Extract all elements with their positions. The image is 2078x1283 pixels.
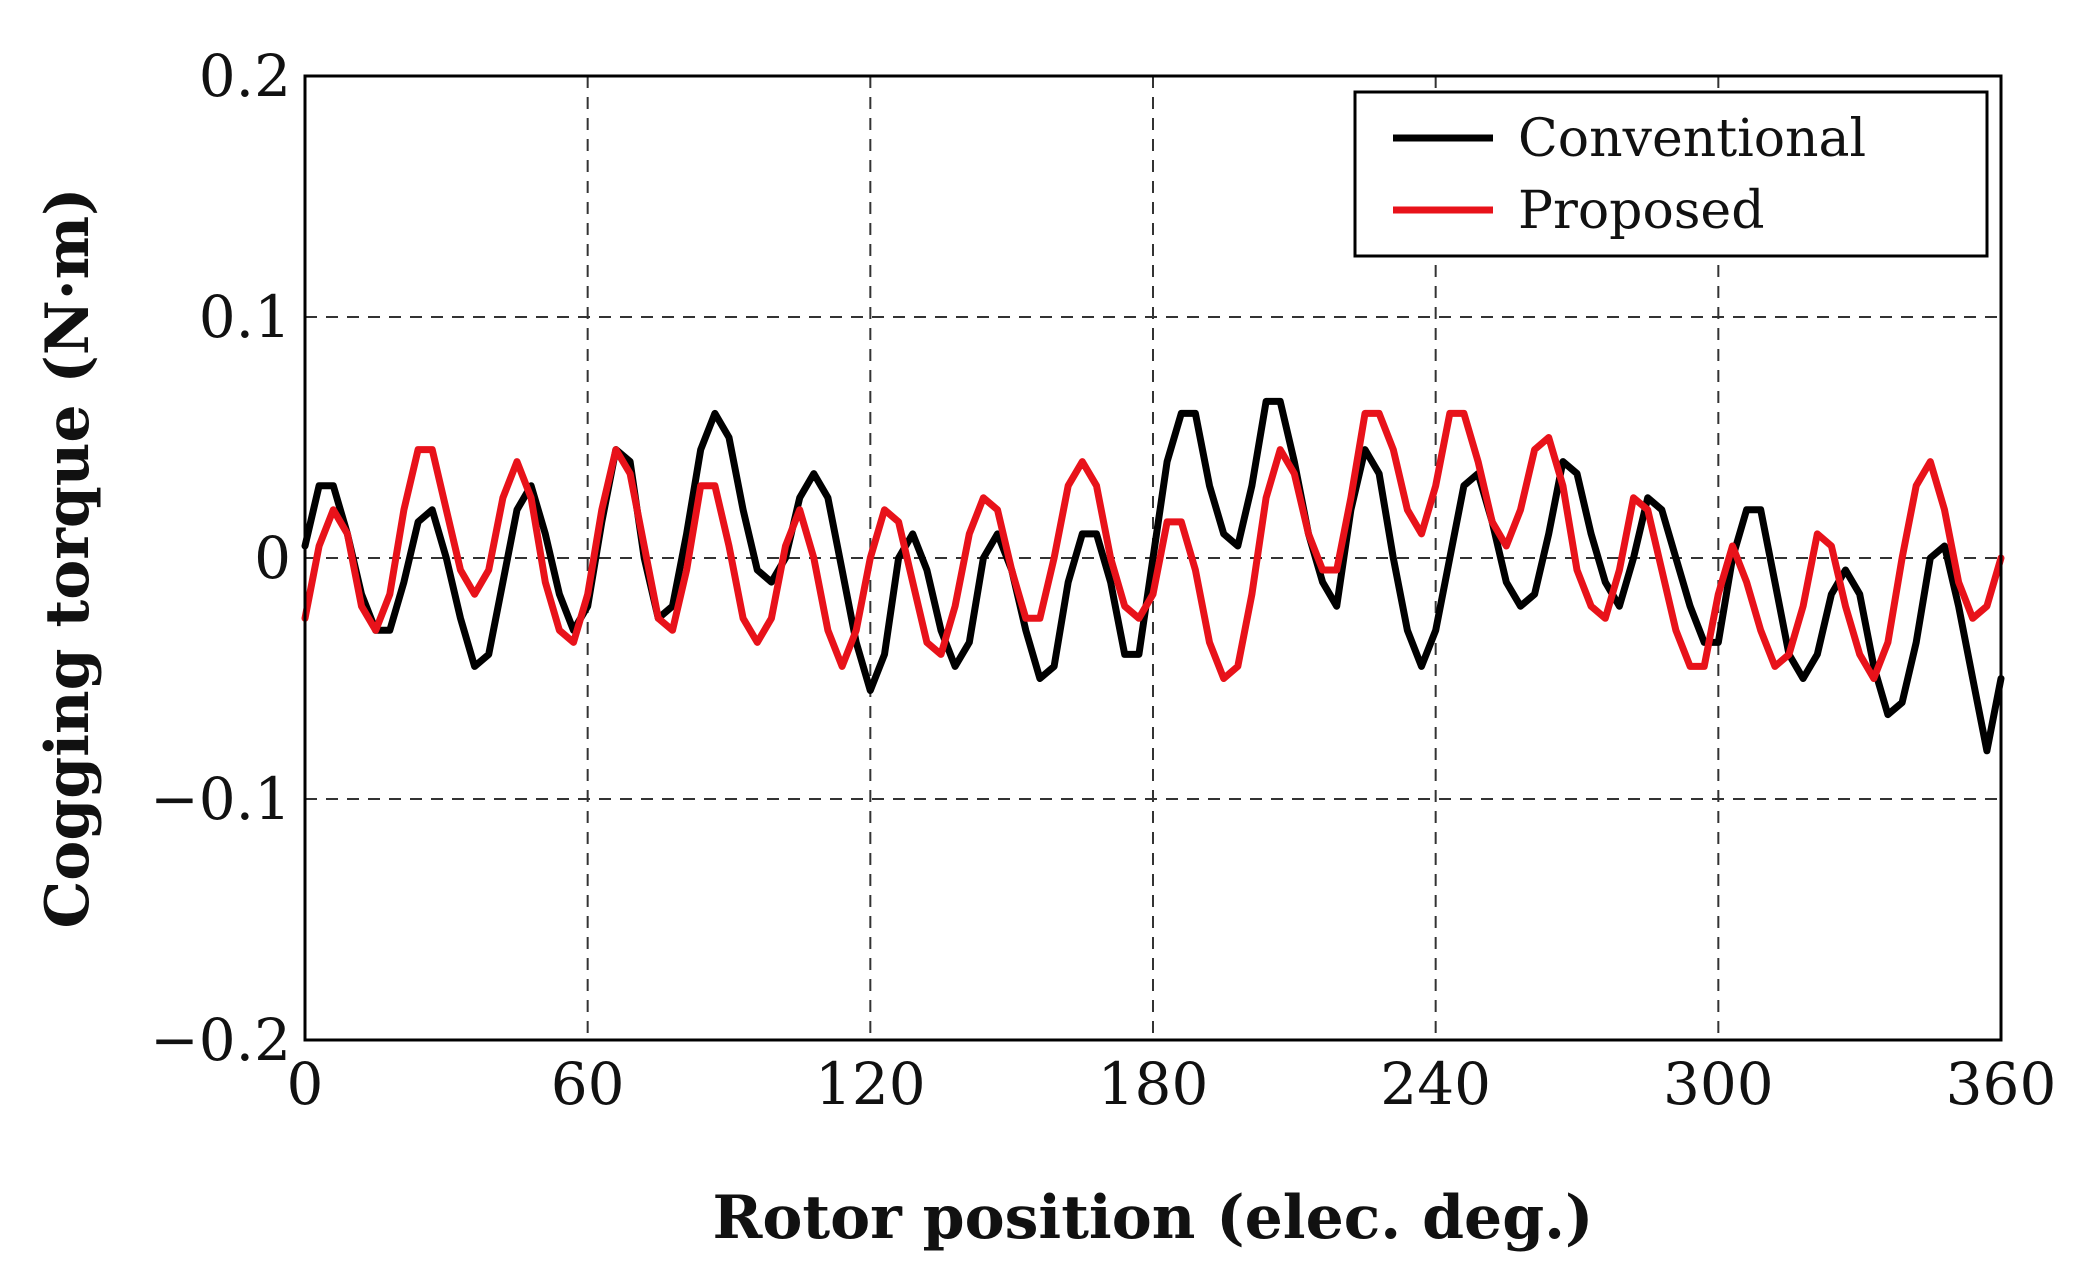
y-tick-labels: 0.2 0.1 0 −0.1 −0.2: [150, 42, 291, 1074]
x-tick-labels: 0 60 120 180 240 300 360: [287, 1050, 2057, 1118]
legend-label-conventional: Conventional: [1518, 109, 1866, 169]
y-axis-title: Cogging torque (N·m): [33, 188, 103, 929]
legend: Conventional Proposed: [1353, 90, 1989, 258]
x-tick-label: 60: [551, 1050, 625, 1118]
y-tick-label: 0.2: [199, 42, 291, 110]
plot-frame: [303, 74, 2003, 1042]
x-axis-title: Rotor position (elec. deg.): [713, 1183, 1594, 1253]
series-lines: [301, 397, 2005, 755]
x-tick-label: 360: [1946, 1050, 2057, 1118]
x-tick-label: 300: [1663, 1050, 1774, 1118]
y-tick-label: 0: [254, 524, 291, 592]
y-tick-label: −0.2: [150, 1006, 291, 1074]
x-tick-label: 180: [1098, 1050, 1209, 1118]
x-tick-label: 240: [1380, 1050, 1491, 1118]
x-tick-label: 0: [287, 1050, 324, 1118]
legend-box: [1353, 90, 1989, 258]
series-line-proposed: [301, 409, 2005, 682]
legend-label-proposed: Proposed: [1518, 181, 1765, 241]
x-tick-label: 120: [815, 1050, 926, 1118]
y-tick-label: −0.1: [150, 765, 291, 833]
y-tick-label: 0.1: [199, 283, 291, 351]
